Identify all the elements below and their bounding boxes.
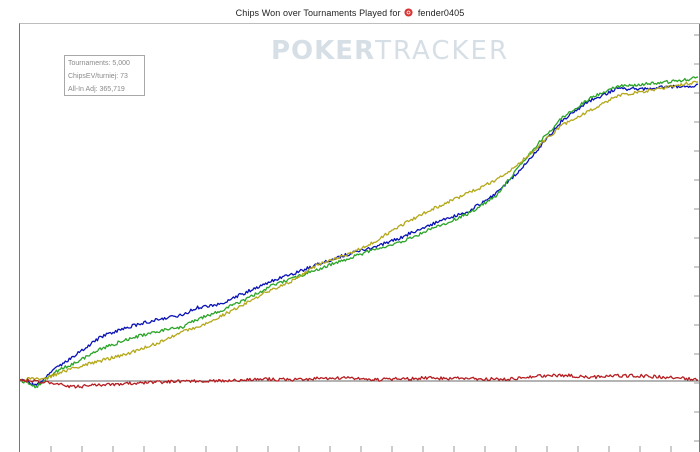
watermark-part2: TRACKER [375, 36, 510, 66]
poker-chip-icon [404, 8, 413, 17]
watermark-part1: POKER [271, 36, 376, 66]
grid-lines [50, 34, 700, 452]
series-lines [19, 76, 699, 389]
chart-title-prefix: Chips Won over Tournaments Played for [235, 8, 401, 18]
pokertracker-watermark: POKERTRACKER [271, 36, 509, 66]
stats-box: Tournaments: 5,000 ChipsEV/turniej: 73 A… [64, 55, 145, 96]
series-line-4 [19, 373, 699, 389]
stats-all-in-adj: All-In Adj: 365,719 [68, 86, 125, 93]
chart-title-player: fender0405 [417, 8, 465, 18]
series-line-1 [19, 83, 699, 387]
series-line-2 [20, 76, 699, 389]
series-line-3 [19, 80, 699, 382]
stats-chips-ev: ChipsEV/turniej: 73 [68, 73, 128, 80]
stats-tournaments: Tournaments: 5,000 [68, 60, 130, 67]
chart-title: Chips Won over Tournaments Played for fe… [0, 8, 700, 18]
